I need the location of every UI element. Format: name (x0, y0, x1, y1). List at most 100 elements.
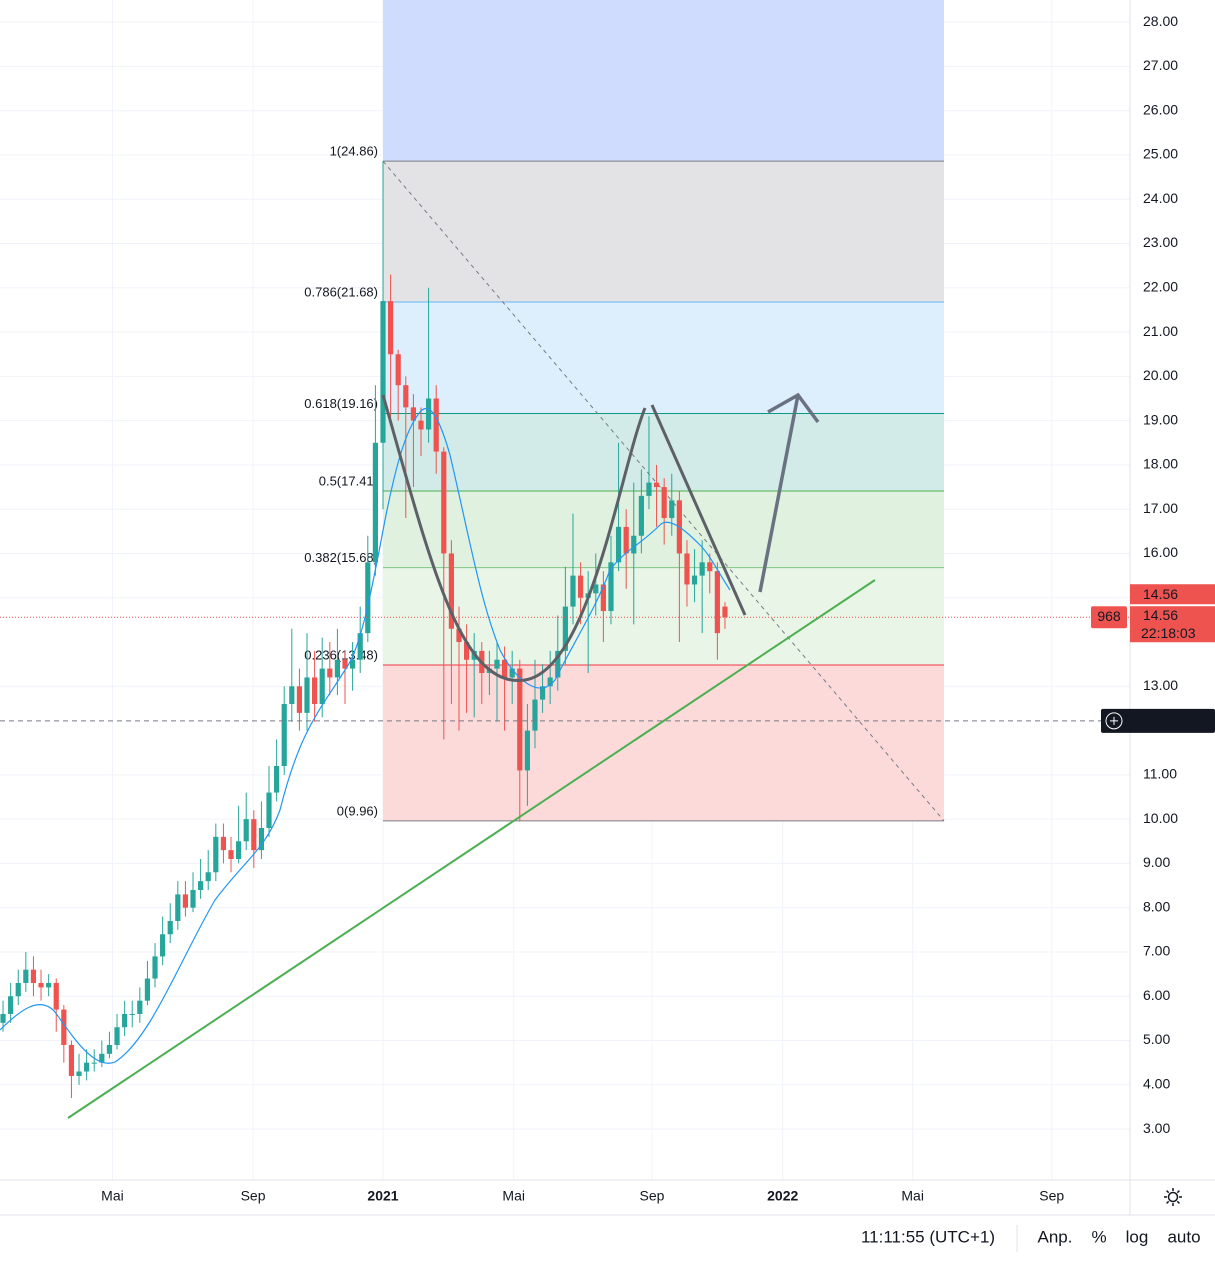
x-tick-label: Mai (502, 1188, 525, 1204)
candle-body (342, 659, 348, 669)
candle-body (251, 819, 257, 851)
candle-body (319, 668, 325, 705)
candle-body (0, 1013, 6, 1023)
y-tick-label: 23.00 (1143, 234, 1178, 250)
candle-body (403, 385, 409, 408)
fib-level-label: 0.786(21.68) (304, 284, 378, 299)
candle-body (691, 575, 698, 585)
candle-body (327, 668, 333, 678)
candle-body (350, 659, 356, 669)
last-price-label: 14.56 (1143, 607, 1178, 623)
candle-body (175, 894, 181, 921)
candle-body (23, 969, 29, 983)
y-tick-label: 10.00 (1143, 810, 1178, 826)
candle-body (638, 495, 644, 536)
background: 1(24.86) 0.786(21.68) 0.618(19.16) 0.5(17.4… (0, 0, 1130, 1180)
candle-body (61, 1009, 67, 1045)
candle-body (99, 1053, 105, 1063)
settings-icon[interactable] (1164, 1188, 1182, 1206)
candle-body (425, 398, 432, 430)
fib-zone (383, 0, 944, 162)
series-badge-label: 968 (1097, 608, 1121, 624)
candle-body (555, 650, 561, 678)
y-tick-label: 26.00 (1143, 101, 1178, 117)
candle-body (144, 978, 151, 1001)
x-tick-label: Sep (241, 1188, 266, 1204)
last-price-badge (1130, 584, 1215, 605)
candle-body (8, 996, 14, 1014)
last-price-label: 14.56 (1143, 586, 1178, 602)
y-tick-label: 27.00 (1143, 57, 1178, 73)
candle-body (547, 677, 553, 687)
candle-body (380, 301, 386, 443)
candle-body (631, 535, 637, 554)
y-tick-label: 18.00 (1143, 456, 1178, 472)
candle-body (365, 562, 371, 634)
x-tick-label: Mai (101, 1188, 124, 1204)
candle-body (410, 407, 416, 421)
candle-body (646, 482, 652, 496)
candle-body (114, 1027, 120, 1045)
candle-body (532, 699, 538, 731)
moving-average (0, 407, 731, 1064)
candle-body (494, 659, 500, 669)
adjust-button[interactable]: Anp. (1038, 1227, 1073, 1246)
cup-drawing (381, 394, 647, 682)
fib-zone (383, 567, 944, 666)
candle-body (53, 982, 59, 1010)
fib-zone (383, 161, 944, 302)
candle-body (137, 1000, 143, 1014)
candle-body (570, 575, 576, 607)
crosshair-add-icon (1105, 712, 1123, 730)
candle-body (30, 969, 37, 983)
fib-level-label: 0(9.96) (337, 803, 378, 818)
series-badge (1091, 606, 1127, 629)
candle-body (577, 575, 584, 598)
candle-body (699, 562, 705, 576)
candle-body (441, 451, 447, 554)
target-arrow (758, 392, 820, 593)
candle-body (46, 982, 52, 988)
candle-body (312, 677, 318, 705)
candle-body (15, 982, 21, 997)
y-tick-label: 16.00 (1143, 544, 1178, 560)
auto-button[interactable]: auto (1167, 1227, 1200, 1246)
candle-body (129, 1013, 135, 1015)
percent-button[interactable]: % (1091, 1227, 1106, 1246)
candle-body (448, 553, 454, 629)
fib-level-label: 1(24.86) (330, 144, 378, 159)
fib-zone (383, 301, 944, 414)
candle-body (714, 571, 720, 634)
candle-body (38, 982, 44, 988)
fib-level-label: 0.236(13.48) (304, 647, 378, 662)
countdown-label: 22:18:03 (1141, 625, 1196, 641)
clock: 11:11:55 (UTC+1) (861, 1227, 995, 1246)
fib-level-label: 0.382(15.68) (304, 550, 378, 565)
fib-level-label: 0.5(17.41) (319, 473, 378, 488)
candle-body (661, 487, 667, 519)
y-tick-label: 17.00 (1143, 500, 1178, 516)
y-tick-label: 20.00 (1143, 367, 1178, 383)
candle-body (258, 827, 265, 851)
log-button[interactable]: log (1126, 1227, 1149, 1246)
y-tick-label: 28.00 (1143, 13, 1178, 29)
candle-body (220, 836, 227, 851)
candle-body (623, 526, 629, 554)
candle-body (501, 659, 508, 678)
y-tick-label: 24.00 (1143, 190, 1178, 206)
candle-body (68, 1044, 75, 1076)
y-tick-label: 9.00 (1143, 854, 1170, 870)
candle-body (84, 1062, 90, 1072)
candle-body (198, 881, 204, 890)
candle-body (182, 894, 189, 908)
y-tick-label: 7.00 (1143, 943, 1170, 959)
candle-body (289, 686, 295, 705)
fib-zone (383, 665, 944, 821)
axes: 28.00 27.00 26.00 25.00 24.00 23.00 22.00 21.00… (101, 13, 1178, 1204)
crosshair-add-icon (1110, 716, 1118, 725)
y-tick-label: 8.00 (1143, 898, 1170, 914)
y-tick-label: 13.00 (1143, 677, 1178, 693)
candle-body (152, 956, 158, 979)
